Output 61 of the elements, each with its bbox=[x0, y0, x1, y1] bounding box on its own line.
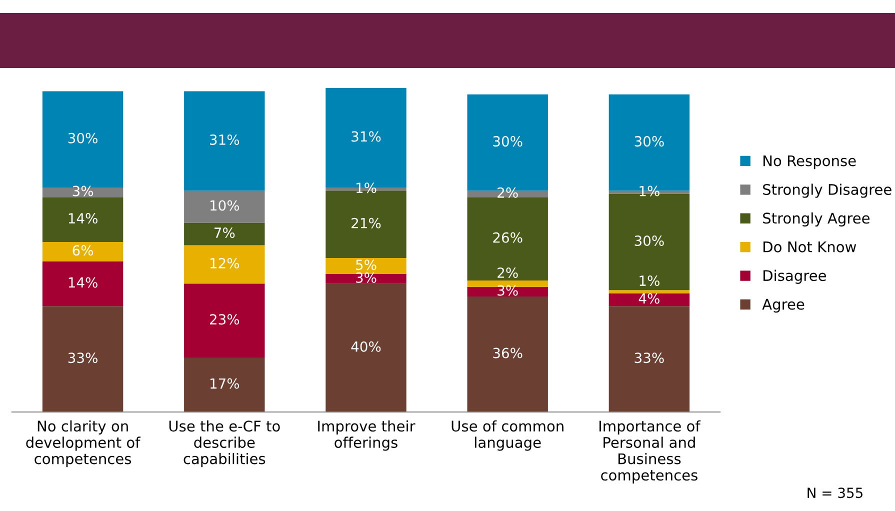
data-label: 30% bbox=[68, 132, 98, 144]
data-label: 21% bbox=[352, 218, 381, 228]
data-label: 31% bbox=[352, 131, 381, 142]
bar bbox=[184, 245, 265, 284]
bar bbox=[184, 357, 265, 412]
data-label: 4% bbox=[638, 293, 660, 304]
data-label: 33% bbox=[68, 352, 98, 364]
bar bbox=[608, 293, 690, 306]
data-label: 33% bbox=[634, 352, 664, 364]
bar bbox=[467, 296, 548, 412]
bar bbox=[184, 222, 265, 246]
data-label: 2% bbox=[498, 187, 518, 198]
data-label: 6% bbox=[72, 245, 94, 256]
data-label: 40% bbox=[351, 341, 381, 352]
bar bbox=[184, 190, 265, 223]
data-label: 2% bbox=[498, 267, 518, 278]
legend-label: No Response bbox=[764, 155, 856, 170]
data-label: 10% bbox=[210, 200, 240, 211]
data-label: 14% bbox=[68, 277, 98, 288]
x-tick-label: Importance of Personal and Business competences bbox=[600, 420, 701, 484]
bar bbox=[42, 261, 124, 306]
data-label: 7% bbox=[214, 227, 235, 238]
data-label: 3% bbox=[498, 285, 518, 296]
legend-label: Disagree bbox=[764, 270, 826, 284]
data-label: 1% bbox=[640, 276, 660, 286]
text: N = 355 bbox=[808, 488, 862, 498]
data-label: 12% bbox=[210, 258, 240, 268]
x-tick-label: Improve their offerings bbox=[318, 420, 416, 451]
x-tick-label: Use of common language bbox=[452, 420, 564, 451]
data-label: 30% bbox=[634, 136, 664, 147]
data-label: 30% bbox=[634, 236, 664, 246]
bar bbox=[42, 197, 124, 242]
legend-label: Strongly Disagree bbox=[763, 184, 892, 198]
bar bbox=[467, 280, 548, 287]
bar bbox=[184, 91, 265, 191]
data-label: 3% bbox=[72, 186, 94, 196]
data-label: 5% bbox=[356, 260, 376, 270]
bar bbox=[467, 286, 548, 297]
bar bbox=[326, 284, 406, 412]
bar bbox=[326, 274, 406, 284]
legend-label: Do Not Know bbox=[764, 242, 856, 252]
bar bbox=[608, 290, 690, 294]
x-tick-label: Use the e-CF to describe capabilities bbox=[169, 420, 280, 468]
legend-label: Strongly Agree bbox=[763, 212, 870, 227]
bar bbox=[608, 306, 690, 412]
data-label: 36% bbox=[493, 348, 522, 358]
bar bbox=[42, 242, 124, 262]
bar bbox=[42, 306, 124, 412]
data-label: 26% bbox=[493, 232, 522, 243]
bar bbox=[42, 91, 124, 188]
data-label: 31% bbox=[210, 134, 240, 145]
data-label: 17% bbox=[210, 378, 240, 389]
data-label: 3% bbox=[356, 272, 376, 283]
x-tick-label: No clarity on development of competences bbox=[26, 420, 141, 468]
bar bbox=[467, 197, 548, 280]
bar bbox=[184, 284, 265, 358]
data-label: 14% bbox=[68, 213, 98, 224]
data-label: 23% bbox=[210, 314, 240, 325]
legend-label: Agree bbox=[762, 298, 804, 313]
data-label: 30% bbox=[493, 136, 522, 147]
bar bbox=[42, 187, 124, 198]
